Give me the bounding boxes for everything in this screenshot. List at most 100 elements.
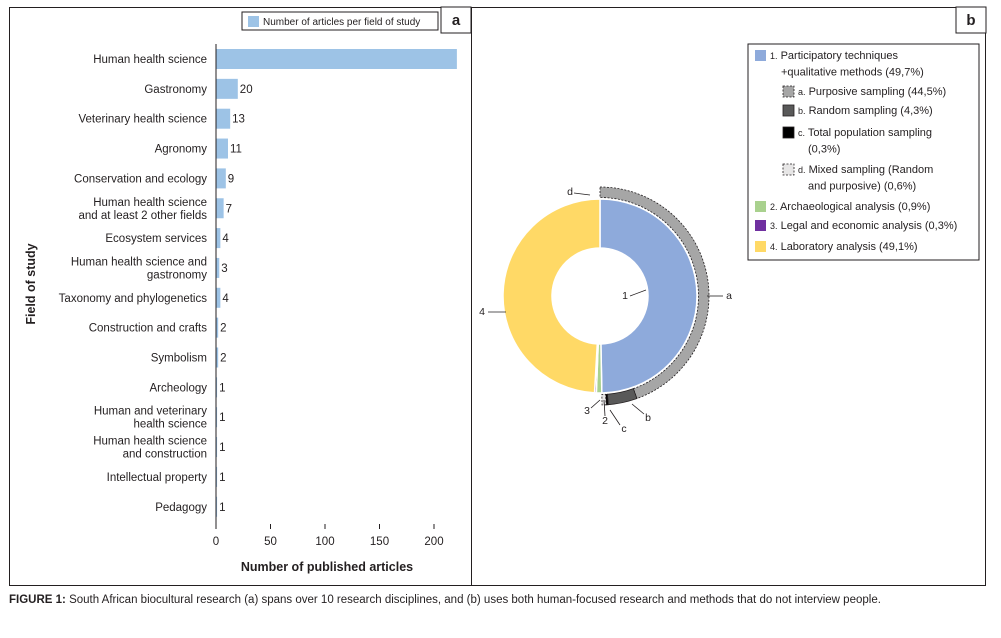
legend-swatch bbox=[755, 241, 766, 252]
value-label: 4 bbox=[222, 293, 229, 305]
panel-a-y-axis-title: Field of study bbox=[24, 243, 38, 324]
bar bbox=[216, 198, 224, 219]
bar bbox=[216, 466, 218, 487]
slice-label-3: 3 bbox=[584, 405, 590, 417]
donut-slice-participatory bbox=[599, 198, 698, 394]
bar bbox=[216, 317, 219, 338]
value-label: 3 bbox=[221, 263, 227, 275]
panel-b-donut bbox=[502, 186, 710, 406]
value-label: 4 bbox=[222, 233, 229, 245]
category-label: Human health science bbox=[93, 54, 207, 66]
panel-b-letter: b bbox=[955, 6, 987, 34]
category-label: Human health science and at least 2 other… bbox=[79, 197, 208, 222]
bar bbox=[216, 108, 231, 129]
category-label: Conservation and ecology bbox=[74, 173, 207, 185]
legend-item-label: 1. Participatory techniques bbox=[770, 50, 898, 62]
slice-label-1-leader bbox=[629, 289, 647, 297]
panel-a-letter: a bbox=[440, 6, 472, 34]
bar bbox=[216, 496, 218, 517]
legend-swatch bbox=[755, 201, 766, 212]
value-label: 13 bbox=[232, 114, 245, 126]
bar bbox=[216, 287, 221, 308]
panel-a-legend-label: Number of articles per field of study bbox=[263, 17, 420, 28]
category-label: Taxonomy and phylogenetics bbox=[59, 293, 208, 305]
category-label: Veterinary health science bbox=[79, 114, 208, 126]
panel-b-legend: 1. Participatory techniques +qualitative … bbox=[747, 43, 980, 261]
value-label: 2 bbox=[220, 323, 226, 335]
category-label: Human and veterinary health science bbox=[94, 406, 207, 431]
legend-item-label: a. Purposive sampling (44,5%) bbox=[798, 86, 946, 98]
legend-item-label: 3. Legal and economic analysis (0,3%) bbox=[770, 220, 957, 232]
category-label: Construction and crafts bbox=[89, 323, 208, 335]
legend-swatch bbox=[782, 104, 795, 117]
legend-item-label: c. Total population sampling bbox=[798, 127, 932, 139]
category-label: Agronomy bbox=[155, 144, 208, 156]
category-label: Pedagogy bbox=[155, 502, 207, 514]
value-label: 7 bbox=[226, 203, 232, 215]
legend-item-label: and purposive) (0,6%) bbox=[808, 181, 916, 193]
slice-label-a: a bbox=[726, 290, 732, 302]
value-label: 1 bbox=[219, 442, 225, 454]
panel-a-x-axis-title: Number of published articles bbox=[241, 560, 413, 574]
slice-label-2-leader bbox=[603, 399, 606, 417]
legend-item-label: b. Random sampling (4,3%) bbox=[798, 105, 933, 117]
slice-label-2: 2 bbox=[602, 415, 608, 427]
panel-b-slice-labels: 1 4 32 c b a d bbox=[479, 186, 732, 435]
bar bbox=[216, 168, 226, 189]
x-tick-label: 100 bbox=[315, 536, 334, 548]
slice-label-3-leader bbox=[590, 399, 601, 409]
ring-segment-mixed bbox=[601, 393, 607, 406]
slice-label-c: c bbox=[621, 423, 626, 435]
panel-a-legend-swatch bbox=[248, 16, 259, 27]
bar bbox=[216, 377, 218, 398]
legend-item-label: (0,3%) bbox=[808, 144, 840, 156]
value-label: 11 bbox=[230, 144, 242, 156]
bar bbox=[216, 407, 218, 428]
panel-divider bbox=[471, 7, 472, 586]
panel-a-bars bbox=[216, 49, 457, 517]
legend-item-label: 2. Archaeological analysis (0,9%) bbox=[770, 201, 930, 213]
bar bbox=[216, 138, 228, 159]
category-label: Human health science and construction bbox=[93, 436, 207, 461]
legend-swatch bbox=[782, 126, 795, 139]
panel-a-legend: Number of articles per field of study bbox=[241, 11, 439, 31]
category-label: Human health science and gastronomy bbox=[71, 256, 207, 281]
category-label: Archeology bbox=[149, 382, 207, 394]
value-label: 1 bbox=[219, 502, 225, 514]
x-tick-label: 50 bbox=[264, 536, 277, 548]
panel-a-category-labels: Human health science Gastronomy Veterinary… bbox=[59, 54, 208, 514]
x-tick-label: 200 bbox=[424, 536, 443, 548]
figure-frame bbox=[9, 7, 986, 586]
category-label: Gastronomy bbox=[144, 84, 207, 96]
category-label: Intellectual property bbox=[107, 472, 208, 484]
slice-label-1: 1 bbox=[622, 290, 628, 302]
slice-label-4: 4 bbox=[479, 306, 485, 318]
slice-label-c-leader bbox=[609, 409, 621, 426]
panel-a-letter-text: a bbox=[452, 12, 461, 29]
legend-swatch bbox=[782, 85, 795, 98]
legend-swatch bbox=[755, 220, 766, 231]
x-tick-label: 150 bbox=[370, 536, 389, 548]
category-label: Ecosystem services bbox=[105, 233, 207, 245]
value-label: 9 bbox=[228, 173, 234, 185]
value-label: 20 bbox=[240, 84, 253, 96]
category-label: Symbolism bbox=[151, 353, 207, 365]
slice-label-d: d bbox=[567, 186, 573, 198]
figure-svg: a Number of articles per field of study … bbox=[24, 6, 987, 574]
slice-label-b-leader bbox=[631, 403, 645, 415]
bar bbox=[216, 78, 238, 99]
legend-swatch bbox=[782, 163, 795, 176]
donut-slice-laboratory bbox=[502, 198, 601, 394]
bar bbox=[216, 49, 457, 69]
bar bbox=[216, 347, 219, 368]
x-tick-label: 0 bbox=[213, 536, 219, 548]
bar bbox=[216, 257, 220, 278]
slice-label-b: b bbox=[645, 412, 651, 424]
value-label: 1 bbox=[219, 382, 225, 394]
value-label: 2 bbox=[220, 353, 226, 365]
legend-item-label: +qualitative methods (49,7%) bbox=[781, 67, 924, 79]
legend-swatch bbox=[755, 50, 766, 61]
value-label: 1 bbox=[219, 412, 225, 424]
panel-b-letter-text: b bbox=[966, 12, 975, 29]
